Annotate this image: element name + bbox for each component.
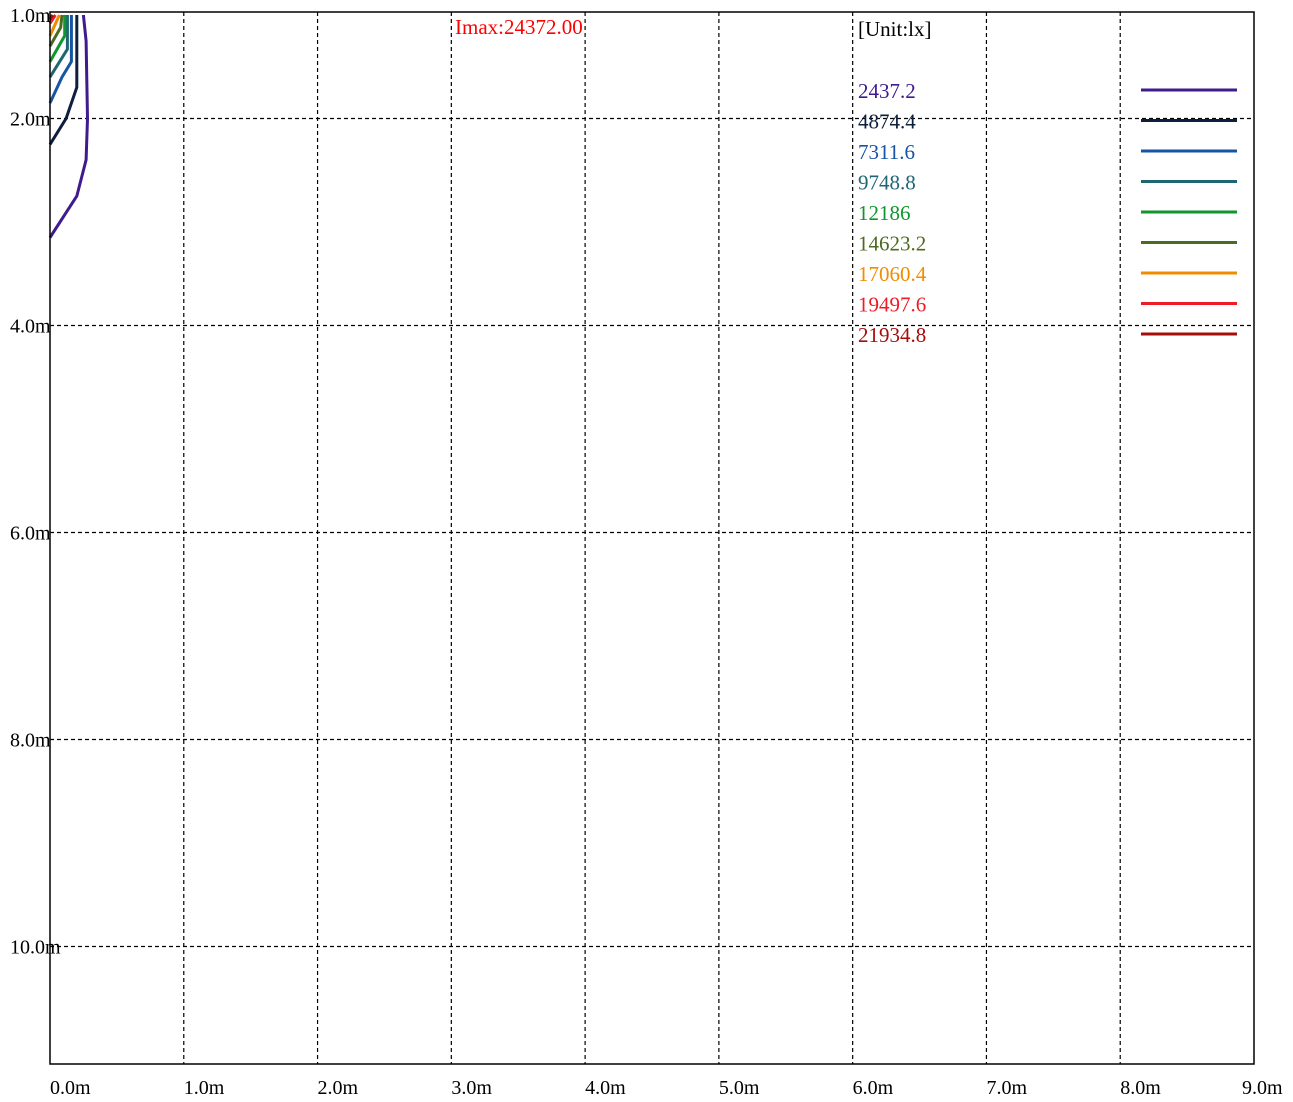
legend-label: 9748.8: [858, 171, 916, 195]
legend-label: 19497.6: [858, 293, 926, 317]
y-tick-label: 6.0m: [10, 523, 51, 545]
y-tick-label: 2.0m: [10, 109, 51, 131]
x-tick-label: 3.0m: [451, 1077, 492, 1099]
unit-label: [Unit:lx]: [858, 17, 932, 41]
plot-frame: [49, 11, 1255, 1065]
legend: 2437.2 4874.4 7311.6 9748.8 12186 14623.2 1706…: [858, 79, 1237, 347]
legend-label: 12186: [858, 201, 911, 225]
legend-label: 4874.4: [858, 110, 916, 134]
y-tick-label: 8.0m: [10, 730, 51, 752]
contour-line: [48, 15, 67, 63]
contour-lines: [48, 14, 89, 239]
contour-line: [48, 15, 69, 78]
y-axis-ticks: 1.0m 2.0m 4.0m 6.0m 8.0m 10.0m: [10, 5, 61, 959]
x-axis-ticks: 0.0m 1.0m 2.0m 3.0m 4.0m 5.0m 6.0m 7.0m 8.0m 9.0m: [50, 1077, 1283, 1099]
contour-line: [48, 14, 61, 37]
contour-line: [48, 14, 64, 47]
y-tick-label: 10.0m: [10, 937, 61, 959]
x-tick-label: 6.0m: [853, 1077, 894, 1099]
contour-line: [48, 15, 73, 104]
x-tick-label: 5.0m: [719, 1077, 760, 1099]
imax-label: Imax:24372.00: [455, 15, 583, 39]
x-tick-label: 4.0m: [585, 1077, 626, 1099]
x-tick-label: 9.0m: [1242, 1077, 1283, 1099]
legend-label: 17060.4: [858, 262, 927, 286]
legend-label: 7311.6: [858, 140, 915, 164]
x-tick-label: 0.0m: [50, 1077, 91, 1099]
grid: [50, 12, 1254, 1064]
legend-label: 14623.2: [858, 232, 926, 256]
contour-line: [48, 14, 89, 239]
contour-line: [48, 15, 79, 146]
contour-line: [48, 14, 57, 25]
legend-label: 2437.2: [858, 79, 916, 103]
y-tick-label: 4.0m: [10, 316, 51, 338]
x-tick-label: 1.0m: [184, 1077, 225, 1099]
y-tick-label: 1.0m: [10, 5, 51, 27]
x-tick-label: 8.0m: [1120, 1077, 1161, 1099]
x-tick-label: 7.0m: [986, 1077, 1027, 1099]
legend-label: 21934.8: [858, 323, 926, 347]
x-tick-label: 2.0m: [318, 1077, 359, 1099]
